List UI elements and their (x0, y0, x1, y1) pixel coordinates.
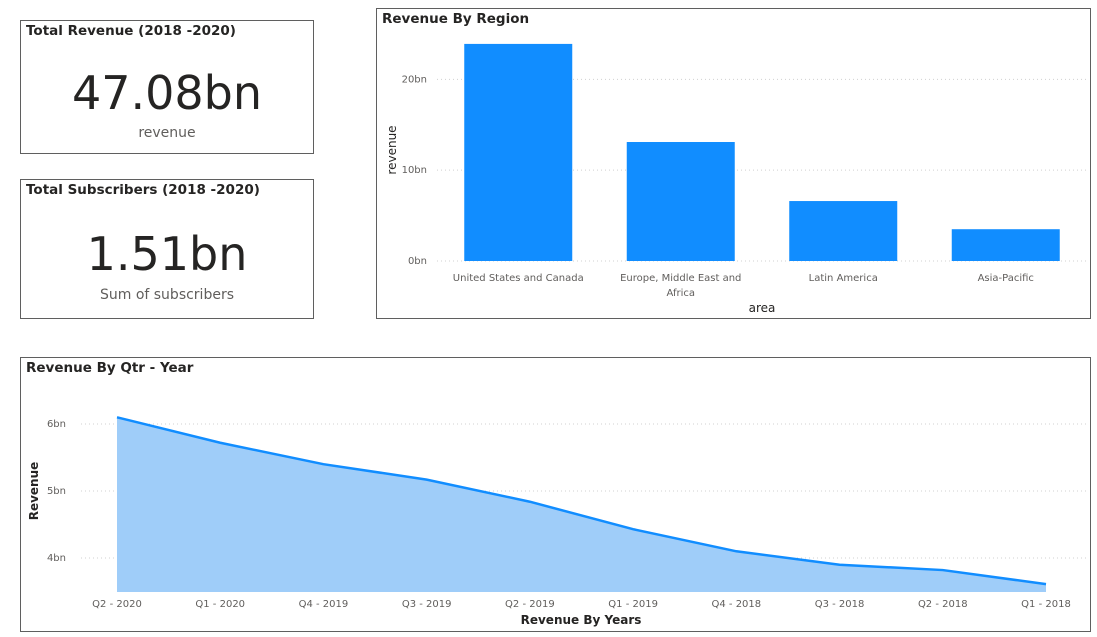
area-chart-y-tick-label: 4bn (47, 553, 66, 564)
bar-chart-x-tick-label: Latin America (809, 273, 878, 284)
kpi-label-subscribers: Sum of subscribers (99, 287, 235, 303)
bar-chart-bar (951, 229, 1060, 261)
kpi-title-subscribers: Total Subscribers (2018 -2020) (26, 182, 260, 198)
area-chart-y-tick-label: 6bn (47, 419, 66, 430)
area-chart-x-tick-label: Q1 - 2020 (195, 599, 245, 610)
area-chart-x-tick-label: Q4 - 2018 (712, 599, 762, 610)
bar-chart-y-tick-label: 20bn (402, 74, 427, 85)
bar-chart-x-tick-label: United States and Canada (453, 273, 584, 284)
chart-title-revenue-by-region: Revenue By Region (382, 11, 530, 27)
area-chart-x-tick-label: Q3 - 2019 (402, 599, 452, 610)
bar-chart-x-tick-label: Europe, Middle East and Africa (620, 273, 741, 299)
kpi-value-subscribers: 1.51bn (86, 227, 248, 281)
area-chart-x-tick-label: Q3 - 2018 (815, 599, 865, 610)
kpi-value-revenue: 47.08bn (71, 66, 263, 120)
bar-chart-y-tick-label: 0bn (408, 256, 427, 267)
area-chart-series-line (116, 416, 1047, 586)
area-chart-x-tick-label: Q2 - 2020 (92, 599, 142, 610)
area-chart-x-tick-label: Q4 - 2019 (299, 599, 349, 610)
area-chart-x-axis-title: Revenue By Years (521, 613, 642, 627)
kpi-card-revenue[interactable]: Total Revenue (2018 -2020) 47.08bn reven… (20, 20, 314, 154)
area-chart-y-axis-title: Revenue (27, 462, 41, 521)
chart-card-revenue-by-region[interactable]: Revenue By Region 0bn 10bn 20bn United Sta… (376, 8, 1091, 319)
area-chart-x-tick-label: Q2 - 2018 (918, 599, 968, 610)
bar-chart-x-axis-title: area (749, 301, 776, 315)
bar-chart-bar (626, 142, 735, 261)
bar-chart-bar (464, 43, 573, 262)
area-chart-y-tick-label: 5bn (47, 486, 66, 497)
bar-chart-bar (789, 201, 898, 261)
kpi-card-subscribers[interactable]: Total Subscribers (2018 -2020) 1.51bn Su… (20, 179, 314, 319)
chart-card-revenue-by-qtr[interactable]: Revenue By Qtr - Year 4bn 5bn 6bn Q2 - 202… (20, 357, 1091, 632)
area-chart-x-tick-label: Q1 - 2019 (608, 599, 658, 610)
bar-chart-y-tick-label: 10bn (402, 165, 427, 176)
bar-chart-x-tick-label: Asia-Pacific (978, 273, 1034, 284)
bar-chart-y-axis-title: revenue (385, 125, 399, 174)
bar-chart: 0bn 10bn 20bn United States and Canada Euro… (385, 43, 1087, 315)
chart-title-revenue-by-qtr: Revenue By Qtr - Year (26, 360, 194, 376)
kpi-label-revenue: revenue (138, 125, 196, 141)
area-chart-area-fill (117, 417, 1046, 592)
area-chart: 4bn 5bn 6bn Q2 - 2020 Q1 - 2020 Q4 - 2019 Q3 … (27, 416, 1087, 627)
area-chart-x-tick-label: Q1 - 2018 (1021, 599, 1071, 610)
kpi-title-revenue: Total Revenue (2018 -2020) (26, 23, 236, 39)
area-chart-x-tick-label: Q2 - 2019 (505, 599, 555, 610)
